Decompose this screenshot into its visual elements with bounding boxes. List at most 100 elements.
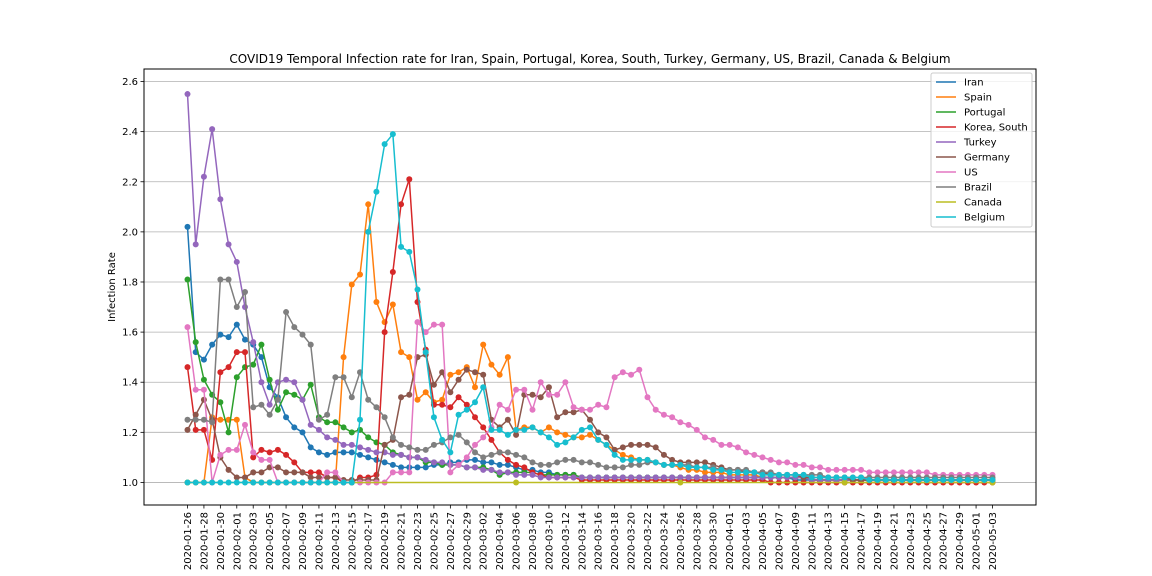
point-4-5: [225, 241, 232, 248]
point-7-33: [455, 431, 462, 438]
point-6-43: [537, 379, 544, 386]
point-6-88: [907, 469, 914, 476]
point-9-43: [537, 429, 544, 436]
point-9-58: [660, 461, 667, 468]
point-6-85: [882, 469, 889, 476]
point-6-4: [217, 451, 224, 458]
x-tick-label-40: 2020-04-15: [840, 512, 851, 570]
point-9-54: [628, 456, 635, 463]
point-9-65: [718, 466, 725, 473]
y-tick-label-6: 2.2: [122, 177, 138, 188]
point-9-71: [767, 471, 774, 478]
point-1-38: [496, 371, 503, 378]
point-9-26: [398, 243, 405, 250]
point-9-18: [332, 479, 339, 486]
point-9-86: [890, 476, 897, 483]
point-5-31: [439, 369, 446, 376]
point-7-26: [398, 441, 405, 448]
point-2-9: [258, 341, 265, 348]
legend-label-5: Germany: [964, 153, 1010, 164]
point-4-4: [217, 196, 224, 203]
point-6-17: [324, 469, 331, 476]
point-9-23: [373, 188, 380, 195]
point-4-57: [652, 474, 659, 481]
point-4-34: [463, 464, 470, 471]
point-5-54: [628, 441, 635, 448]
point-0-35: [472, 456, 478, 463]
point-5-57: [652, 444, 659, 451]
point-4-55: [636, 474, 643, 481]
point-6-49: [587, 406, 593, 413]
point-4-21: [357, 444, 363, 451]
point-4-62: [693, 474, 700, 481]
point-4-53: [619, 474, 626, 481]
point-2-0: [184, 276, 191, 283]
point-9-69: [751, 469, 758, 476]
point-3-36: [480, 424, 487, 431]
point-9-16: [315, 479, 322, 486]
point-9-68: [743, 469, 750, 476]
point-9-59: [669, 461, 676, 468]
point-5-52: [611, 446, 618, 453]
point-9-79: [833, 474, 840, 481]
point-4-9: [258, 379, 265, 386]
point-5-9: [258, 469, 265, 476]
point-6-80: [841, 466, 848, 473]
legend-label-2: Portugal: [964, 108, 1005, 119]
point-5-51: [603, 434, 610, 441]
point-1-31: [439, 396, 446, 403]
point-4-15: [307, 421, 314, 428]
point-6-52: [611, 374, 618, 381]
point-5-34: [463, 366, 470, 373]
point-7-39: [504, 449, 511, 456]
point-9-24: [381, 141, 388, 148]
point-7-2: [200, 416, 207, 423]
point-0-6: [233, 321, 240, 328]
x-tick-label-24: 2020-03-14: [577, 512, 588, 570]
point-6-41: [521, 386, 528, 393]
point-4-12: [283, 376, 290, 383]
point-6-60: [677, 419, 684, 426]
point-4-36: [480, 466, 487, 473]
point-5-46: [562, 409, 569, 416]
point-5-11: [274, 464, 281, 471]
point-3-16: [315, 469, 322, 476]
point-6-0: [184, 324, 191, 331]
point-9-34: [463, 406, 470, 413]
point-4-49: [587, 474, 593, 481]
point-9-22: [365, 228, 372, 235]
point-4-31: [439, 459, 446, 466]
x-tick-label-34: 2020-04-03: [742, 512, 753, 570]
point-4-45: [554, 474, 561, 481]
point-4-51: [603, 474, 610, 481]
point-8-4: [841, 479, 848, 486]
point-4-67: [734, 474, 741, 481]
point-9-6: [233, 479, 240, 486]
x-tick-label-27: 2020-03-20: [627, 512, 638, 570]
point-0-16: [315, 449, 322, 456]
x-tick-label-10: 2020-02-15: [347, 512, 358, 570]
point-9-88: [907, 476, 914, 483]
point-6-18: [332, 469, 339, 476]
point-6-45: [554, 391, 561, 398]
point-9-13: [291, 479, 298, 486]
point-9-83: [866, 476, 873, 483]
point-9-53: [619, 456, 626, 463]
point-1-48: [578, 434, 585, 441]
point-3-15: [307, 469, 314, 476]
point-6-67: [734, 444, 741, 451]
point-3-8: [250, 454, 257, 461]
y-tick-label-2: 1.4: [122, 378, 138, 389]
point-9-42: [529, 424, 536, 431]
point-4-58: [660, 474, 667, 481]
point-5-43: [537, 394, 544, 401]
legend-label-8: Canada: [964, 198, 1002, 209]
point-7-0: [184, 416, 191, 423]
point-6-53: [619, 369, 626, 376]
point-6-70: [759, 454, 766, 461]
point-9-31: [439, 436, 446, 443]
point-9-11: [274, 479, 281, 486]
point-9-51: [603, 441, 610, 448]
point-0-21: [357, 451, 363, 458]
